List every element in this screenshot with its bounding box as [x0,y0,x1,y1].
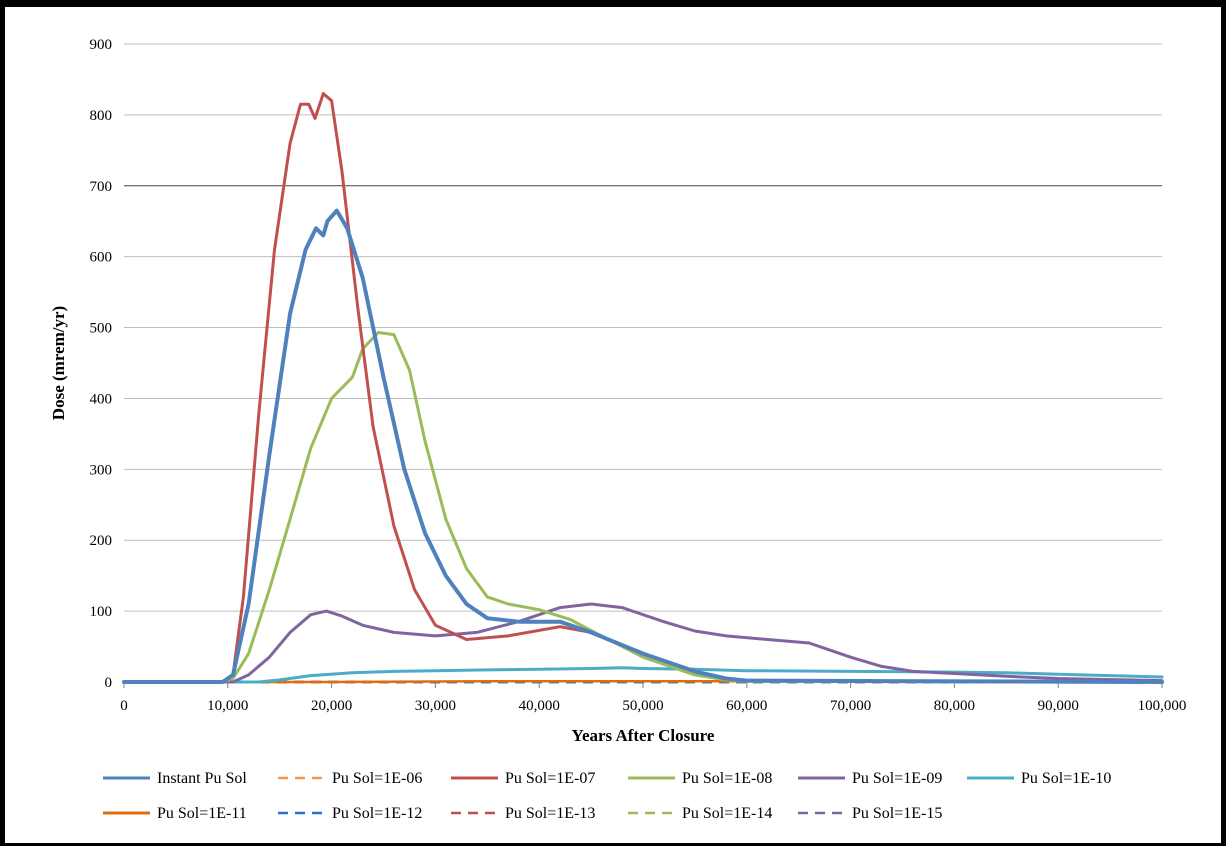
legend-label: Pu Sol=1E-09 [852,770,942,787]
legend-label: Pu Sol=1E-13 [505,805,595,822]
legend-label: Pu Sol=1E-14 [682,805,772,822]
series-line-pu-sol-1e-10 [122,666,1164,684]
y-tick-label: 700 [90,179,113,195]
legend-label: Pu Sol=1E-15 [852,805,942,822]
y-tick-label: 600 [90,250,113,266]
x-tick-label: 20,000 [311,698,352,714]
y-tick-label: 900 [90,37,113,53]
y-tick-label: 300 [90,462,113,478]
legend: Instant Pu Sol Pu Sol=1E-06 Pu Sol=1E-07 Pu… [103,770,1111,822]
x-tick-label: 60,000 [726,698,767,714]
legend-label: Pu Sol=1E-08 [682,770,772,787]
x-tick-label: 50,000 [622,698,663,714]
y-tick-label: 800 [90,108,113,124]
tick-labels: 0 100 200 300 400 500 600 700 800 900 0 10,000 20,00… [90,37,1187,714]
x-tick-label: 40,000 [519,698,560,714]
x-tick-label: 70,000 [830,698,871,714]
x-tick-label: 100,000 [1138,698,1187,714]
x-tick-label: 10,000 [207,698,248,714]
y-tick-label: 500 [90,321,113,337]
legend-label: Pu Sol=1E-11 [157,805,247,822]
legend-label: Pu Sol=1E-12 [332,805,422,822]
legend-label: Pu Sol=1E-06 [332,770,422,787]
chart-frame: 0 100 200 300 400 500 600 700 800 900 0 10,000 20,00… [5,5,1221,843]
x-tick-label: 30,000 [415,698,456,714]
y-tick-label: 0 [105,675,113,691]
legend-label: Pu Sol=1E-07 [505,770,595,787]
series-line-instant-pu-sol [122,208,1164,684]
series-line-pu-sol-1e-08 [122,331,1164,684]
y-axis-title: Dose (mrem/yr) [49,306,68,420]
x-tick-label: 0 [120,698,128,714]
dose-line-chart: 0 100 200 300 400 500 600 700 800 900 0 10,000 20,00… [49,37,1187,822]
x-tick-label: 80,000 [934,698,975,714]
series-line-pu-sol-1e-09 [122,602,1164,684]
x-axis-title: Years After Closure [572,726,715,745]
legend-label: Instant Pu Sol [157,770,247,787]
gridlines [124,43,1162,612]
x-tick-label: 90,000 [1038,698,1079,714]
y-tick-label: 400 [90,391,113,407]
series-lines [122,92,1164,684]
legend-label: Pu Sol=1E-10 [1021,770,1111,787]
y-tick-label: 100 [90,604,113,620]
y-tick-label: 200 [90,533,113,549]
